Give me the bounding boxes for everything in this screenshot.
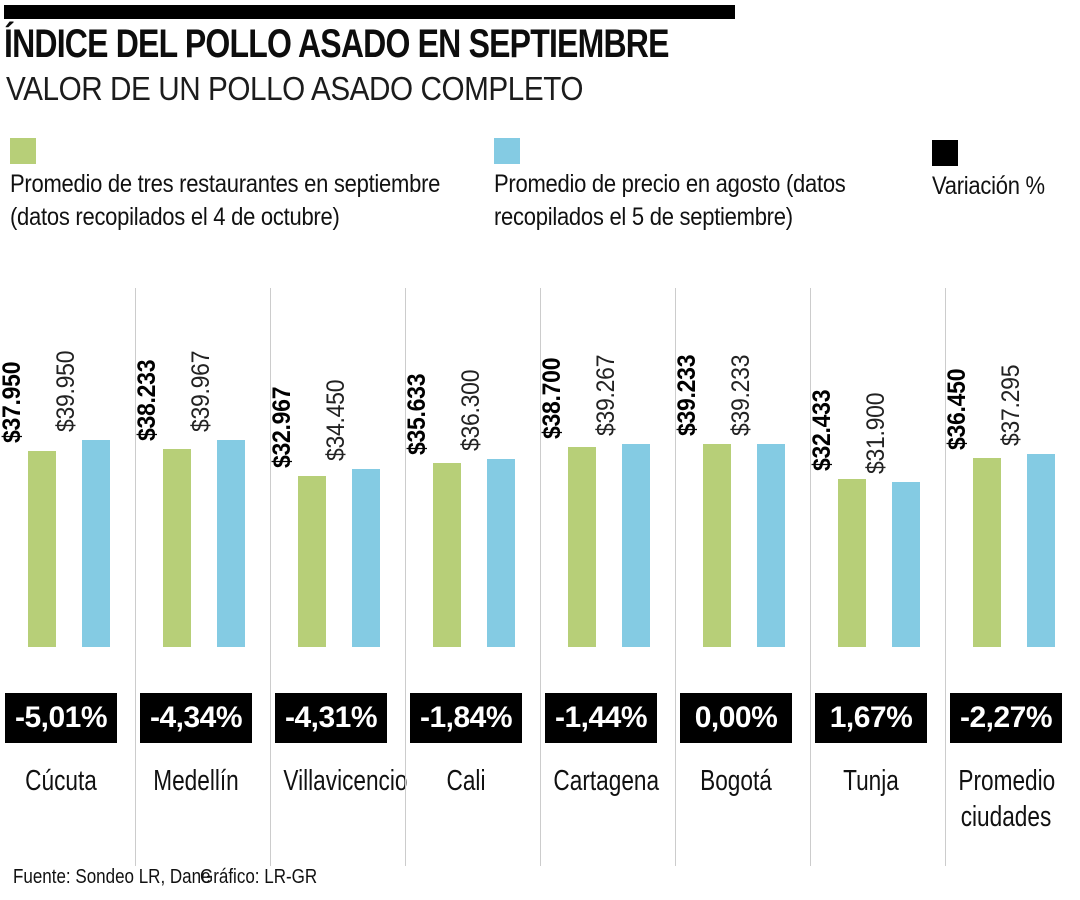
august-bar <box>892 482 920 647</box>
bar-group: $39.233 $39.233 0,00% Bogotá <box>673 285 810 865</box>
group-divider <box>540 288 541 866</box>
variation-badge: -2,27% <box>950 693 1062 743</box>
bar-group: $32.433 $31.900 1,67% Tunja <box>808 285 945 865</box>
city-label: Cúcuta <box>25 765 97 797</box>
bar-group: $38.700 $39.267 -1,44% Cartagena <box>538 285 675 865</box>
group-divider <box>810 288 811 866</box>
header-accent-bar <box>4 5 735 19</box>
variation-badge: 0,00% <box>680 693 792 743</box>
city-label: Medellín <box>153 765 239 797</box>
september-bar <box>838 479 866 647</box>
city-label: Cali <box>446 765 486 797</box>
september-bar <box>568 447 596 647</box>
august-value-label: $39.967 <box>187 350 215 432</box>
legend-label-august: Promedio de precio en agosto (datos reco… <box>494 170 846 231</box>
page-title: ÍNDICE DEL POLLO ASADO EN SEPTIEMBRE <box>4 22 669 66</box>
august-bar <box>82 440 110 647</box>
city-label: Bogotá <box>700 765 772 797</box>
source-note: Fuente: Sondeo LR, Dane <box>13 866 211 888</box>
september-value-label: $38.700 <box>538 357 566 439</box>
september-value-label: $37.950 <box>0 361 26 443</box>
september-value-label: $32.967 <box>268 386 296 468</box>
page-subtitle: VALOR DE UN POLLO ASADO COMPLETO <box>6 70 584 107</box>
august-value-label: $36.300 <box>457 369 485 451</box>
august-value-label: $31.900 <box>862 392 890 474</box>
september-bar <box>298 476 326 647</box>
legend-swatch-variation <box>932 140 958 166</box>
credit-note: Gráfico: LR-GR <box>200 866 318 888</box>
group-divider <box>405 288 406 866</box>
bar-group: $36.450 $37.295 -2,27% Promedio ciudades <box>943 285 1080 865</box>
group-divider <box>675 288 676 866</box>
august-bar <box>1027 454 1055 647</box>
august-bar <box>757 444 785 647</box>
bar-group: $35.633 $36.300 -1,84% Cali <box>403 285 540 865</box>
august-value-label: $34.450 <box>322 379 350 461</box>
variation-badge: -4,31% <box>275 693 387 743</box>
september-value-label: $35.633 <box>403 373 431 455</box>
city-label: Villavicencio <box>283 765 408 797</box>
august-bar <box>622 444 650 647</box>
september-bar <box>28 451 56 647</box>
august-bar <box>487 459 515 647</box>
variation-badge: 1,67% <box>815 693 927 743</box>
september-value-label: $36.450 <box>943 368 971 450</box>
variation-badge: -1,44% <box>545 693 657 743</box>
bar-group: $32.967 $34.450 -4,31% Villavicencio <box>268 285 408 865</box>
city-label: Tunja <box>843 765 899 797</box>
august-value-label: $37.295 <box>997 364 1025 446</box>
legend-swatch-august <box>494 138 520 164</box>
group-divider <box>270 288 271 866</box>
september-bar <box>973 458 1001 647</box>
city-label: Promedio ciudades <box>958 765 1056 833</box>
september-value-label: $32.433 <box>808 389 836 471</box>
legend-swatch-september <box>10 138 36 164</box>
bar-chart: $37.950 $39.950 -5,01% Cúcuta $38.233 $39.967… <box>0 285 1080 865</box>
city-label: Cartagena <box>553 765 660 797</box>
group-divider <box>945 288 946 866</box>
variation-badge: -5,01% <box>5 693 117 743</box>
legend-label-september: Promedio de tres restaurantes en septiem… <box>10 170 441 231</box>
september-bar <box>703 444 731 647</box>
august-bar <box>217 440 245 647</box>
august-value-label: $39.950 <box>52 350 80 432</box>
september-bar <box>433 463 461 647</box>
group-divider <box>135 288 136 866</box>
august-bar <box>352 469 380 647</box>
variation-badge: -1,84% <box>410 693 522 743</box>
legend-label-variation: Variación % <box>932 172 1045 200</box>
bar-group: $37.950 $39.950 -5,01% Cúcuta <box>0 285 135 865</box>
august-value-label: $39.267 <box>592 354 620 436</box>
august-value-label: $39.233 <box>727 354 755 436</box>
september-bar <box>163 449 191 647</box>
variation-badge: -4,34% <box>140 693 252 743</box>
september-value-label: $39.233 <box>673 354 701 436</box>
bar-group: $38.233 $39.967 -4,34% Medellín <box>133 285 270 865</box>
september-value-label: $38.233 <box>133 359 161 441</box>
